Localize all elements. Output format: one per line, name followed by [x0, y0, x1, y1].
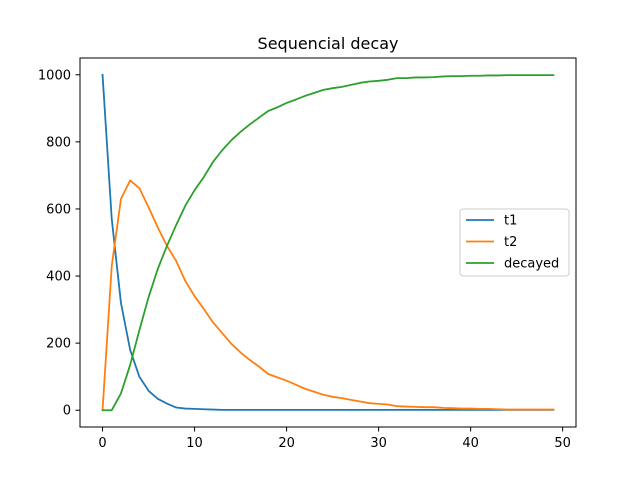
x-tick-label: 30: [370, 436, 387, 451]
y-tick-label: 0: [63, 404, 71, 419]
y-tick-label: 200: [46, 337, 71, 352]
legend-box: [459, 208, 570, 277]
plot-frame: [79, 57, 577, 428]
y-tick-label: 600: [46, 202, 71, 217]
x-tick-label: 40: [462, 436, 479, 451]
series-line-t2: [101, 179, 555, 412]
x-tick-label: 10: [186, 436, 203, 451]
series-lines: [101, 73, 555, 412]
x-tick-label: 20: [278, 436, 295, 451]
legend-label-t2: t2: [504, 235, 517, 250]
y-tick-label: 1000: [38, 68, 71, 83]
legend-label-t1: t1: [504, 214, 517, 229]
x-tick-label: 0: [98, 436, 106, 451]
legend-label-decayed: decayed: [504, 257, 559, 272]
series-line-decayed: [101, 74, 555, 412]
chart-title: Sequencial decay: [258, 34, 399, 53]
x-tick-label: 50: [554, 436, 571, 451]
series-line-t1: [101, 73, 555, 411]
y-tick-label: 800: [46, 135, 71, 150]
axes: 0 10 20 30 40 50 0 200 400 600 800 1000: [38, 57, 577, 451]
y-tick-label: 400: [46, 270, 71, 285]
legend: t1 t2 decayed: [459, 208, 570, 277]
